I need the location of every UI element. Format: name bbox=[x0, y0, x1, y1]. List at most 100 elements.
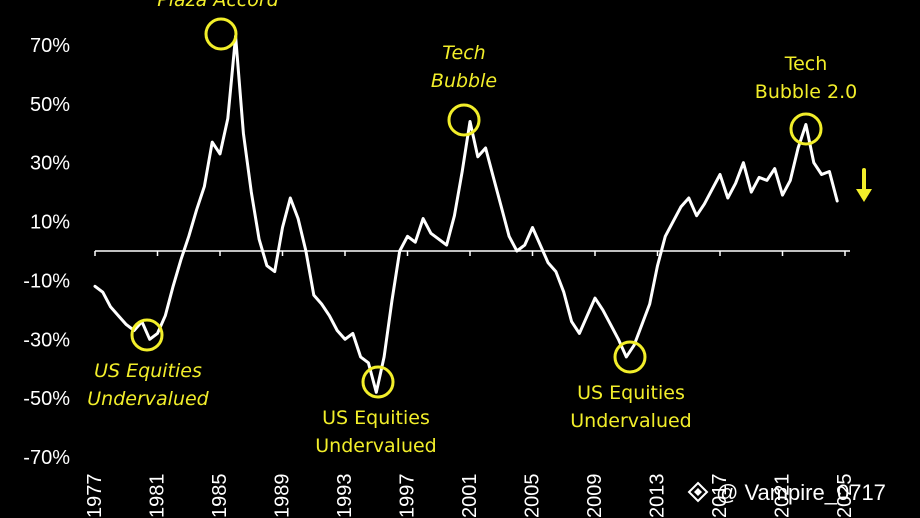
y-tick-label: -30% bbox=[23, 329, 70, 351]
y-tick-label: 10% bbox=[30, 212, 70, 234]
annotation-us-equities-3-line2: Undervalued bbox=[570, 410, 691, 432]
data-point bbox=[593, 296, 597, 300]
data-point bbox=[156, 332, 159, 335]
data-point bbox=[148, 338, 151, 341]
annotation-us-equities-1-line2: Undervalued bbox=[87, 388, 209, 410]
annotation-tech-bubble-2-line1: Tech bbox=[784, 53, 828, 75]
data-point bbox=[304, 249, 308, 253]
data-point bbox=[718, 173, 722, 176]
data-point bbox=[750, 190, 753, 194]
data-point bbox=[250, 190, 253, 194]
data-point bbox=[632, 344, 636, 347]
data-point bbox=[117, 314, 120, 317]
data-point bbox=[421, 217, 425, 220]
data-point bbox=[539, 243, 542, 247]
data-point bbox=[226, 117, 229, 120]
data-point bbox=[187, 235, 190, 238]
data-point bbox=[296, 217, 300, 220]
data-point bbox=[765, 179, 769, 182]
data-point bbox=[570, 320, 573, 323]
data-point bbox=[437, 238, 440, 241]
y-tick-label: -70% bbox=[23, 447, 70, 469]
data-point bbox=[359, 355, 362, 359]
y-tick-label: 70% bbox=[30, 35, 70, 57]
data-point bbox=[461, 170, 464, 173]
x-tick-label: 2013 bbox=[647, 474, 669, 518]
data-point bbox=[336, 329, 339, 332]
series-points bbox=[93, 35, 839, 394]
y-tick-label: 50% bbox=[30, 94, 70, 116]
x-tick-label: 1977 bbox=[84, 474, 106, 518]
annotation-us-equities-2-line2: Undervalued bbox=[315, 435, 436, 457]
data-point bbox=[367, 361, 370, 364]
data-point bbox=[406, 235, 409, 238]
annotation-tech-bubble-2-line2: Bubble 2.0 bbox=[755, 81, 857, 103]
annotation-us-equities-2-line1: US Equities bbox=[322, 407, 430, 429]
data-point bbox=[679, 205, 683, 209]
data-point bbox=[671, 220, 675, 223]
highlight-us-3 bbox=[613, 340, 647, 374]
data-point bbox=[265, 264, 269, 267]
data-point bbox=[492, 176, 495, 179]
data-point bbox=[789, 179, 792, 182]
x-axis: 1977 1981 1985 1989 1993 1997 2001 2005 2009 2013… bbox=[84, 251, 856, 518]
x-tick-label: 1985 bbox=[209, 474, 231, 518]
data-point bbox=[523, 243, 526, 247]
highlight-plaza bbox=[204, 17, 238, 51]
data-point bbox=[601, 308, 604, 312]
annotation-us-equities-3-line1: US Equities bbox=[577, 382, 685, 404]
x-tick-label: 1997 bbox=[397, 474, 419, 518]
y-tick-label: -10% bbox=[23, 270, 70, 292]
data-point bbox=[203, 185, 206, 188]
data-point bbox=[414, 241, 417, 244]
data-point bbox=[695, 214, 698, 217]
data-point bbox=[242, 132, 245, 135]
data-point bbox=[343, 338, 347, 341]
data-point bbox=[476, 155, 479, 158]
x-tick-label: 1989 bbox=[272, 474, 294, 518]
data-point bbox=[398, 249, 401, 253]
data-point bbox=[812, 161, 815, 164]
data-point bbox=[468, 120, 472, 123]
data-point bbox=[211, 140, 214, 144]
data-point bbox=[648, 302, 651, 306]
data-point bbox=[171, 285, 175, 288]
data-point bbox=[507, 235, 511, 238]
highlight-circles bbox=[130, 17, 823, 399]
data-point bbox=[820, 173, 823, 176]
data-point bbox=[101, 291, 105, 294]
data-point bbox=[703, 202, 706, 206]
annotation-tech-bubble-line1: Tech bbox=[442, 42, 485, 64]
data-point bbox=[328, 314, 331, 317]
watermark-text: @ Vampire_0717 bbox=[716, 480, 886, 505]
data-point bbox=[625, 355, 628, 359]
data-point bbox=[500, 205, 503, 209]
x-tick-label: 2021 bbox=[772, 474, 794, 518]
data-point bbox=[273, 270, 276, 273]
data-point bbox=[109, 305, 112, 309]
data-point bbox=[554, 270, 558, 273]
data-point bbox=[289, 196, 292, 200]
data-point bbox=[562, 291, 565, 294]
data-point bbox=[711, 188, 714, 191]
data-point bbox=[796, 146, 800, 150]
series-line bbox=[93, 34, 839, 394]
data-point bbox=[836, 199, 839, 203]
highlight-us-2 bbox=[361, 365, 395, 399]
x-tick-label: 2017 bbox=[709, 474, 731, 518]
data-point bbox=[351, 332, 354, 335]
y-tick-label: 30% bbox=[30, 153, 70, 175]
binance-logo-icon bbox=[687, 481, 709, 503]
x-tick-label: 1993 bbox=[334, 474, 356, 518]
highlight-tech-2 bbox=[789, 112, 823, 146]
data-point bbox=[382, 355, 386, 359]
data-point bbox=[617, 338, 620, 341]
data-point bbox=[804, 123, 808, 126]
data-point bbox=[125, 323, 128, 326]
annotation-plaza-accord: Plaza Accord bbox=[157, 0, 279, 11]
x-tick-label: 2001 bbox=[459, 474, 481, 518]
data-point bbox=[586, 314, 589, 317]
data-point bbox=[453, 214, 456, 217]
data-point bbox=[320, 302, 323, 306]
data-point bbox=[179, 258, 183, 261]
